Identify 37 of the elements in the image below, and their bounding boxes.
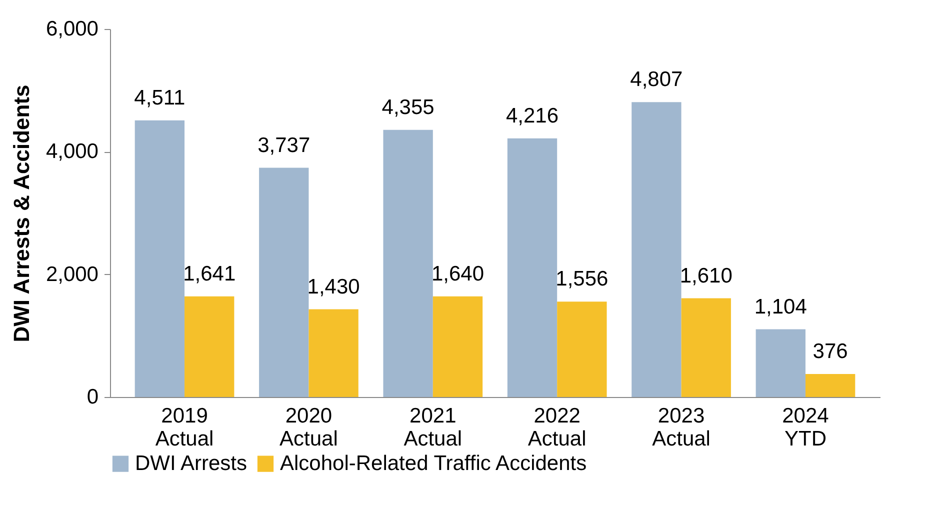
x-tick-label: 2020 Actual [280, 404, 338, 450]
y-axis-title: DWI Arrests & Accidents [8, 84, 34, 342]
y-tick-label: 6,000 [46, 18, 98, 40]
data-label: 4,807 [630, 68, 683, 92]
bar [383, 130, 433, 397]
data-label: 4,216 [506, 104, 559, 128]
legend-label: Alcohol-Related Traffic Accidents [280, 452, 587, 475]
y-tick-label: 4,000 [46, 140, 98, 164]
bar [184, 296, 234, 397]
data-label: 4,511 [134, 86, 186, 110]
bar [632, 102, 682, 397]
bar [259, 168, 309, 397]
data-label: 376 [812, 340, 848, 363]
x-tick-label: 2022 Actual [528, 404, 586, 450]
x-tick-label: 2023 Actual [652, 404, 710, 450]
data-label: 4,355 [382, 96, 434, 119]
x-tick-label: 2024 YTD [782, 404, 830, 450]
x-tick-label: 2021 Actual [404, 404, 462, 450]
data-label: 3,737 [258, 134, 310, 157]
bar [507, 138, 558, 397]
bar [681, 298, 731, 397]
legend-label: DWI Arrests [135, 452, 248, 475]
bar [756, 329, 806, 397]
data-label: 1,641 [183, 262, 236, 286]
data-label: 1,556 [556, 268, 608, 291]
bar [805, 374, 856, 397]
y-tick-label: 2,000 [46, 262, 98, 286]
x-tick-label: 2019 Actual [155, 404, 214, 450]
y-tick-label: 0 [86, 386, 98, 408]
bar [134, 120, 185, 397]
data-label: 1,610 [680, 264, 732, 288]
data-label: 1,104 [754, 295, 808, 318]
bar [432, 296, 483, 397]
data-label: 1,640 [431, 262, 484, 286]
bar [557, 302, 607, 397]
bar [308, 309, 358, 397]
data-label: 1,430 [307, 275, 360, 298]
